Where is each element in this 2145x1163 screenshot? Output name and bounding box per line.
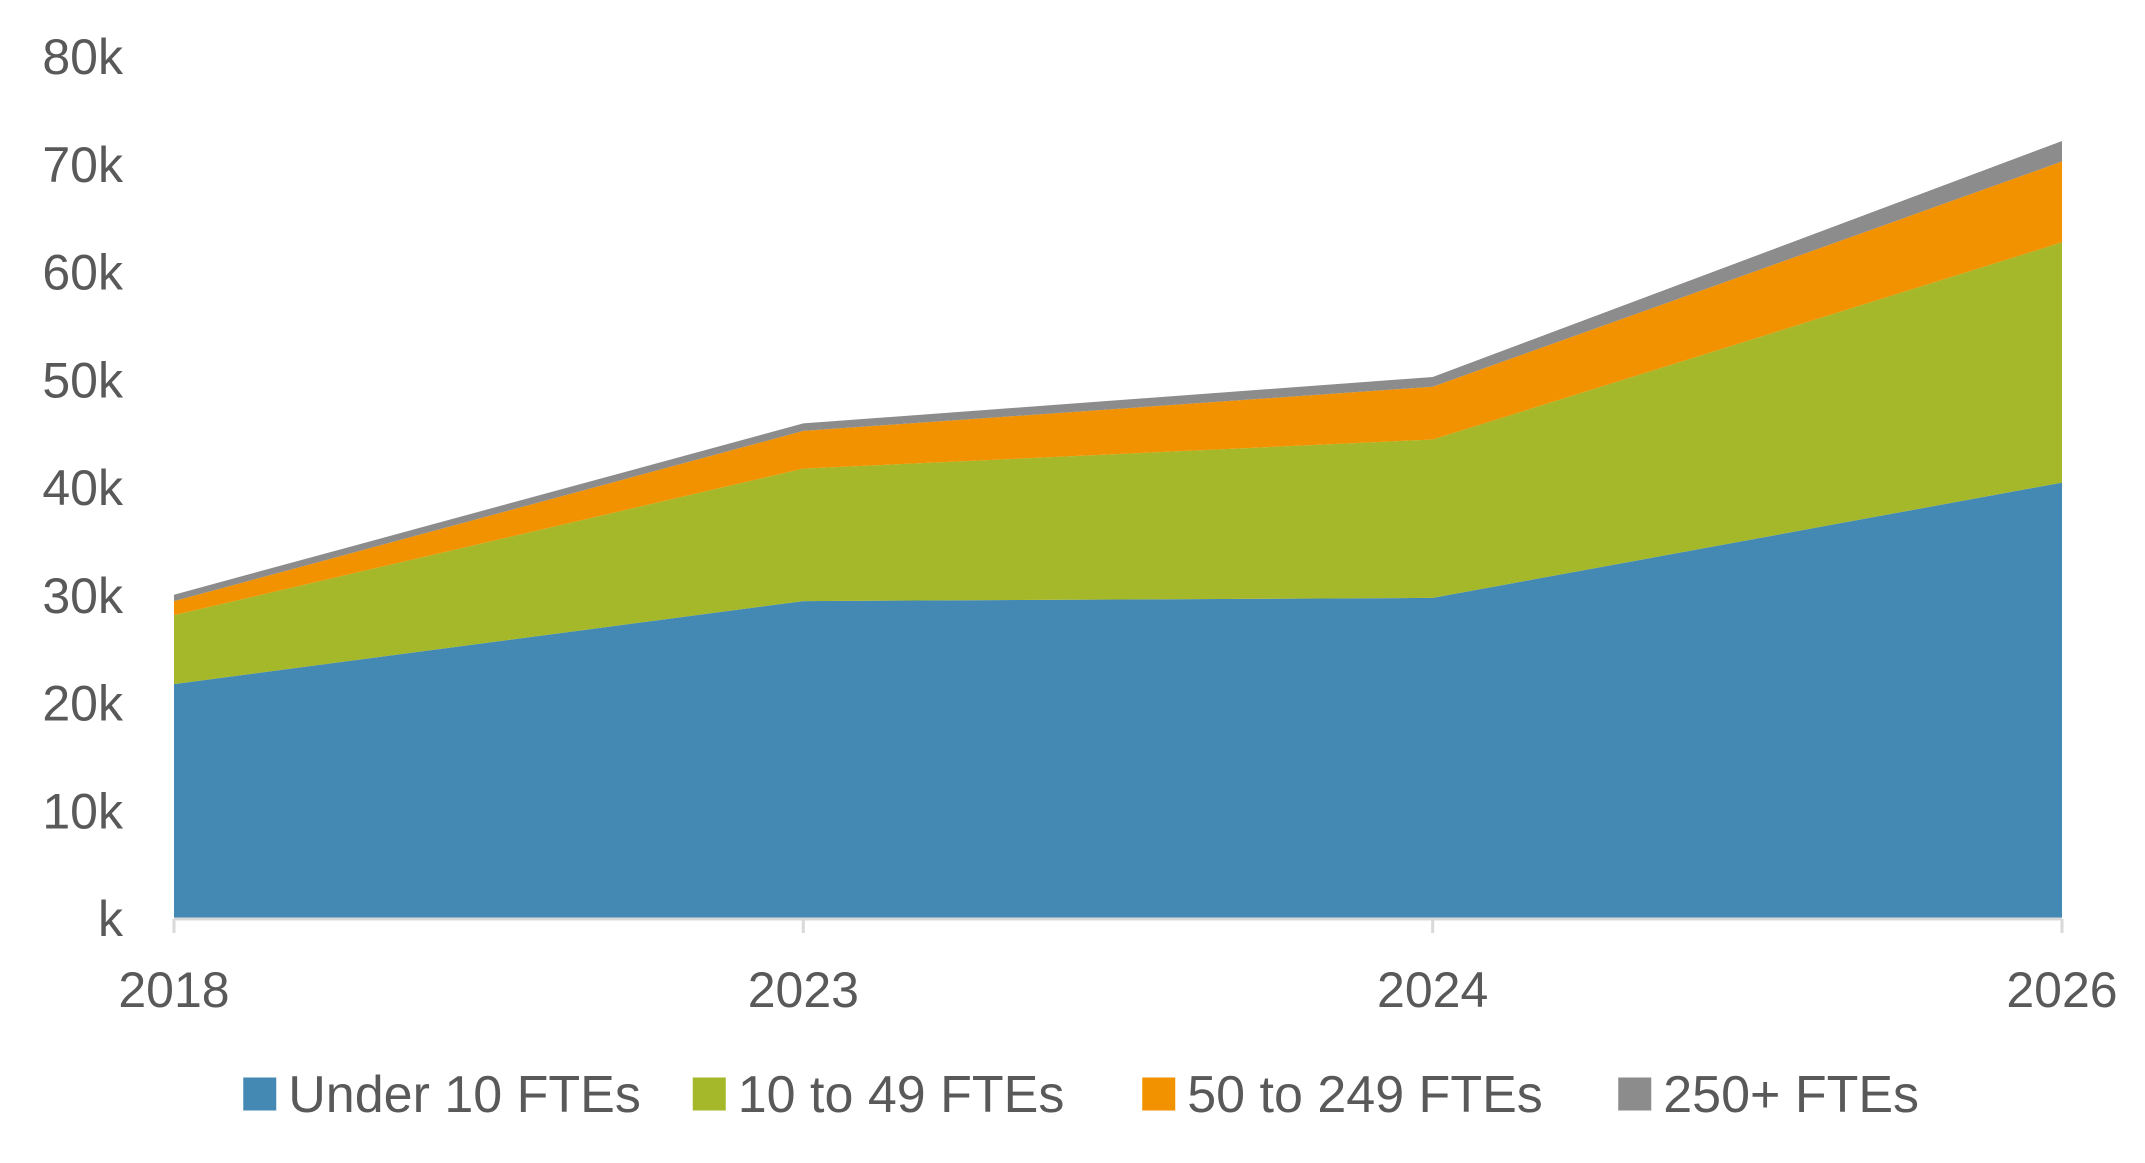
axes-group: 2018 2023 2024 2026 k 10k 20k 30k 40k 50k 60k 70k 80… — [42, 29, 2117, 1018]
y-tick-label: 40k — [42, 460, 124, 516]
y-tick-label: 10k — [42, 783, 124, 839]
legend-item-250plus-ftes: 250+ FTEs — [1618, 1066, 1919, 1124]
y-tick-label: k — [98, 891, 124, 947]
area-under-10-ftes — [174, 482, 2062, 919]
legend-swatch — [692, 1077, 726, 1111]
legend-swatch — [1142, 1077, 1176, 1111]
legend-item-under-10-ftes: Under 10 FTEs — [243, 1066, 641, 1124]
x-tick-label: 2018 — [118, 962, 229, 1018]
x-tick-label: 2023 — [748, 962, 859, 1018]
y-tick-label: 70k — [42, 137, 124, 193]
y-tick-label: 80k — [42, 29, 124, 85]
legend-label: 50 to 249 FTEs — [1187, 1066, 1543, 1124]
legend-item-10-to-49-ftes: 10 to 49 FTEs — [692, 1066, 1065, 1124]
x-tick-label: 2026 — [2006, 962, 2117, 1018]
y-tick-label: 50k — [42, 352, 124, 408]
area-series-group — [174, 141, 2062, 919]
legend-label: Under 10 FTEs — [288, 1066, 641, 1124]
legend-label: 10 to 49 FTEs — [738, 1066, 1065, 1124]
legend-item-50-to-249-ftes: 50 to 249 FTEs — [1142, 1066, 1543, 1124]
area-10-to-49-ftes — [174, 242, 2062, 685]
y-tick-label: 30k — [42, 568, 124, 624]
legend: Under 10 FTEs 10 to 49 FTEs 50 to 249 FTEs… — [243, 1066, 1919, 1124]
y-tick-label: 20k — [42, 676, 124, 732]
legend-label: 250+ FTEs — [1663, 1066, 1919, 1124]
legend-swatch — [1618, 1077, 1652, 1111]
legend-swatch — [243, 1077, 277, 1111]
y-tick-label: 60k — [42, 245, 124, 301]
x-tick-label: 2024 — [1377, 962, 1488, 1018]
area-50-to-249-ftes — [174, 161, 2062, 616]
